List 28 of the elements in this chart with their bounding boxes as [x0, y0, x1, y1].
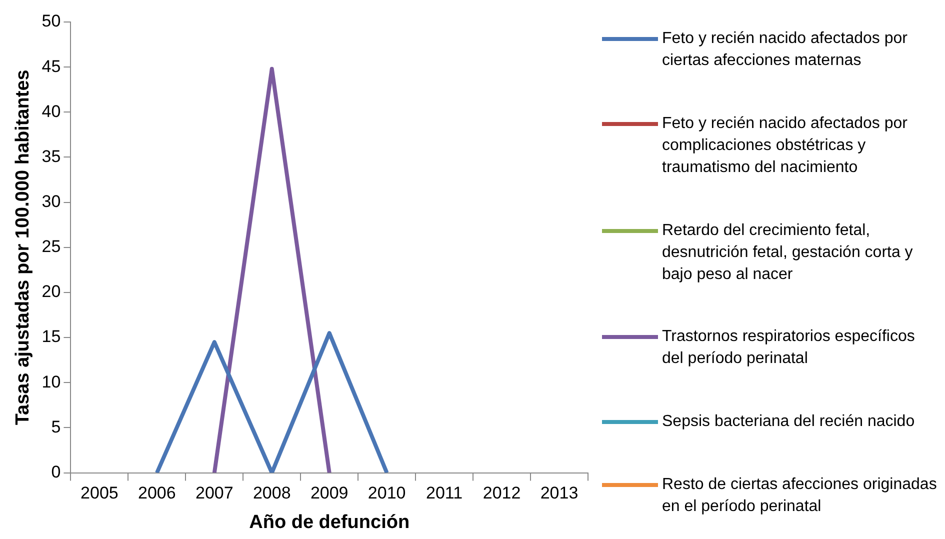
y-tick-label: 10 [42, 372, 61, 392]
y-tick-label: 45 [42, 56, 61, 76]
x-tick-label: 2008 [252, 484, 291, 503]
legend-label: Feto y recién nacido afectados por complicaciones obstétricas y traumatismo del nacimiento [662, 114, 908, 178]
x-axis-title: Año de defunción [249, 512, 410, 533]
y-tick-label: 30 [42, 192, 61, 212]
y-tick-label: 20 [42, 282, 61, 302]
y-tick-label: 0 [51, 462, 61, 482]
x-tick-label: 2007 [195, 484, 234, 503]
y-tick-label: 5 [51, 417, 61, 436]
x-tick-label: 2009 [310, 484, 348, 503]
y-tick-label: 35 [42, 146, 61, 166]
y-tick-label: 40 [42, 102, 61, 121]
y-tick-label: 25 [42, 237, 61, 256]
x-tick-label: 2005 [80, 484, 118, 503]
legend-label: Trastornos respiratorios específicos del período perinatal [662, 327, 916, 370]
legend-label: Sepsis bacteriana del recién nacido [662, 412, 915, 432]
legend-label: Resto de ciertas afecciones originadas en el período perinatal [662, 474, 937, 517]
legend-label: Retardo del crecimiento fetal, desnutrición fetal, gestación corta y bajo peso al nacer [662, 220, 914, 285]
x-tick-label: 2013 [540, 484, 578, 503]
y-tick-label: 15 [42, 327, 61, 346]
y-axis-title: Tasas ajustadas por 100.000 habitantes [12, 70, 34, 426]
legend-label: Feto y recién nacido afectados por ciertas afecciones maternas [662, 29, 908, 72]
x-tick-label: 2006 [138, 484, 176, 503]
y-tick-label: 50 [42, 12, 61, 31]
x-tick-label: 2011 [426, 484, 463, 503]
x-tick-label: 2010 [368, 484, 406, 503]
x-tick-label: 2012 [482, 484, 521, 503]
